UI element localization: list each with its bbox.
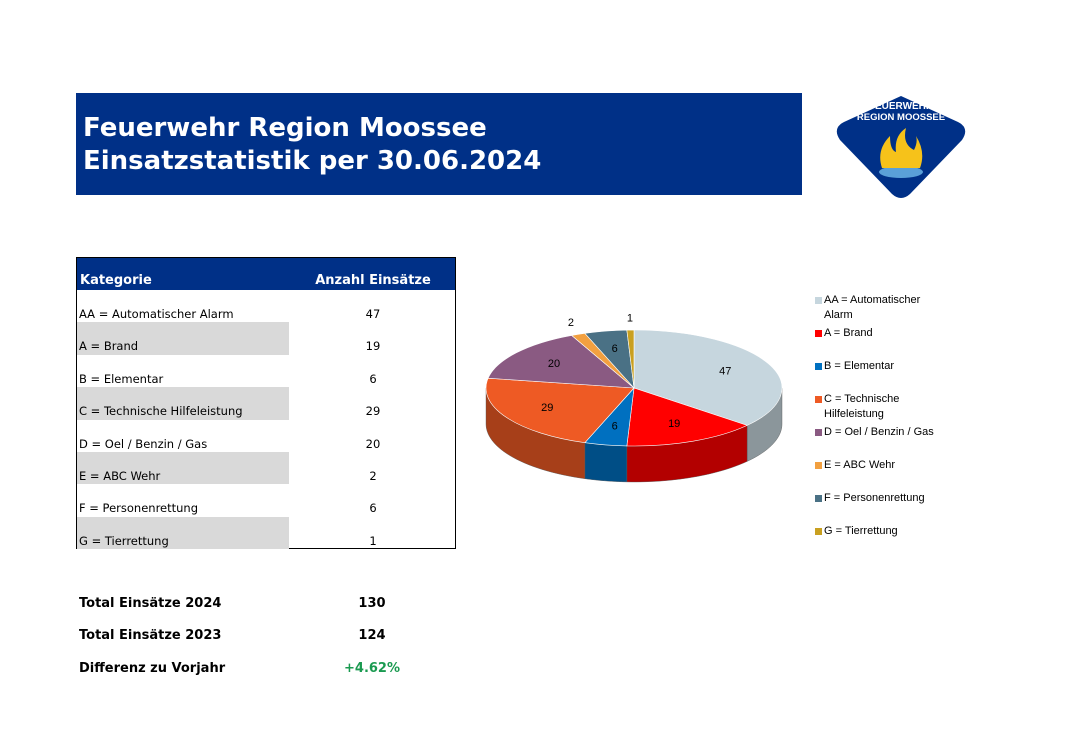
legend-label: G = Tierrettung [824, 525, 898, 537]
logo-flame [880, 128, 923, 168]
total-label: Total Einsätze 2024 [79, 596, 222, 611]
total-value: 124 [358, 628, 386, 644]
pie-slice [633, 329, 783, 426]
logo-text: REGION MOOSSEE [857, 112, 945, 123]
count-cell: 20 [365, 436, 381, 451]
row-shade [77, 387, 289, 420]
legend-label: E = ABC Wehr [824, 459, 896, 471]
count-cell: 6 [369, 371, 377, 386]
data-label: 6 [612, 421, 618, 433]
legend-swatch [815, 330, 822, 337]
logo-water [879, 166, 923, 178]
row-shade [77, 516, 289, 550]
pie-slice [485, 377, 635, 444]
legend-swatch [815, 396, 822, 403]
data-label: 19 [668, 418, 680, 430]
legend-label: A = Brand [824, 327, 873, 339]
data-label: 1 [627, 312, 633, 324]
legend-label: AA = Automatischer Alarm [824, 294, 921, 321]
legend-label: C = Technische Hilfeleistung [824, 393, 900, 420]
legend-label: B = Elementar [824, 360, 895, 372]
logo-text: FEUERWEHR [869, 101, 934, 112]
table-header: Kategorie Anzahl Einsätze [77, 258, 455, 290]
category-cell: G = Tierrettung [79, 533, 169, 548]
category-cell: D = Oel / Benzin / Gas [79, 436, 208, 451]
category-cell: A = Brand [79, 339, 139, 354]
title-banner: Feuerwehr Region Moossee Einsatzstatistik… [76, 93, 802, 195]
data-label: 2 [568, 317, 574, 329]
row-shade [77, 322, 289, 355]
pie-slice [626, 329, 635, 389]
category-cell: AA = Automatischer Alarm [79, 307, 234, 321]
pie-slice [487, 335, 635, 389]
legend-swatch [815, 297, 822, 304]
category-cell: F = Personenrettung [79, 501, 199, 516]
legend-swatch [815, 429, 822, 436]
legend-swatch [815, 528, 822, 535]
category-cell: C = Technische Hilfeleistung [79, 404, 243, 419]
total-label: Differenz zu Vorjahr [79, 660, 226, 676]
pie-slice [626, 387, 748, 447]
total-label: Total Einsätze 2023 [79, 628, 222, 644]
column-header: Kategorie [80, 273, 152, 288]
category-table: Kategorie Anzahl Einsätze AA = Automatisc… [76, 257, 456, 550]
count-cell: 1 [369, 533, 377, 548]
category-cell: B = Elementar [79, 371, 164, 386]
legend-swatch [815, 495, 822, 502]
legend-swatch [815, 462, 822, 469]
count-cell: 2 [369, 469, 377, 483]
legend-swatch [815, 363, 822, 370]
data-label: 20 [548, 358, 560, 370]
data-label: 47 [719, 365, 731, 377]
count-cell: 29 [365, 404, 381, 419]
data-label: 29 [541, 402, 553, 414]
count-cell: 19 [365, 339, 381, 354]
data-label: 6 [612, 343, 618, 355]
title-line: Feuerwehr Region Moossee [83, 113, 487, 143]
legend-label: D = Oel / Benzin / Gas [824, 426, 934, 438]
row-shade [77, 452, 289, 485]
total-value: 130 [358, 596, 386, 611]
legend-label: F = Personenrettung [824, 492, 925, 504]
count-cell: 47 [365, 307, 381, 321]
pie-chart: 47 19 6 29 20 2 6 1 [485, 312, 783, 483]
column-header: Anzahl Einsätze [315, 273, 431, 288]
pie-side [584, 442, 628, 483]
total-value: +4.62% [344, 660, 400, 676]
category-cell: E = ABC Wehr [79, 469, 161, 483]
title-line: Einsatzstatistik per 30.06.2024 [83, 146, 542, 176]
count-cell: 6 [369, 501, 377, 516]
